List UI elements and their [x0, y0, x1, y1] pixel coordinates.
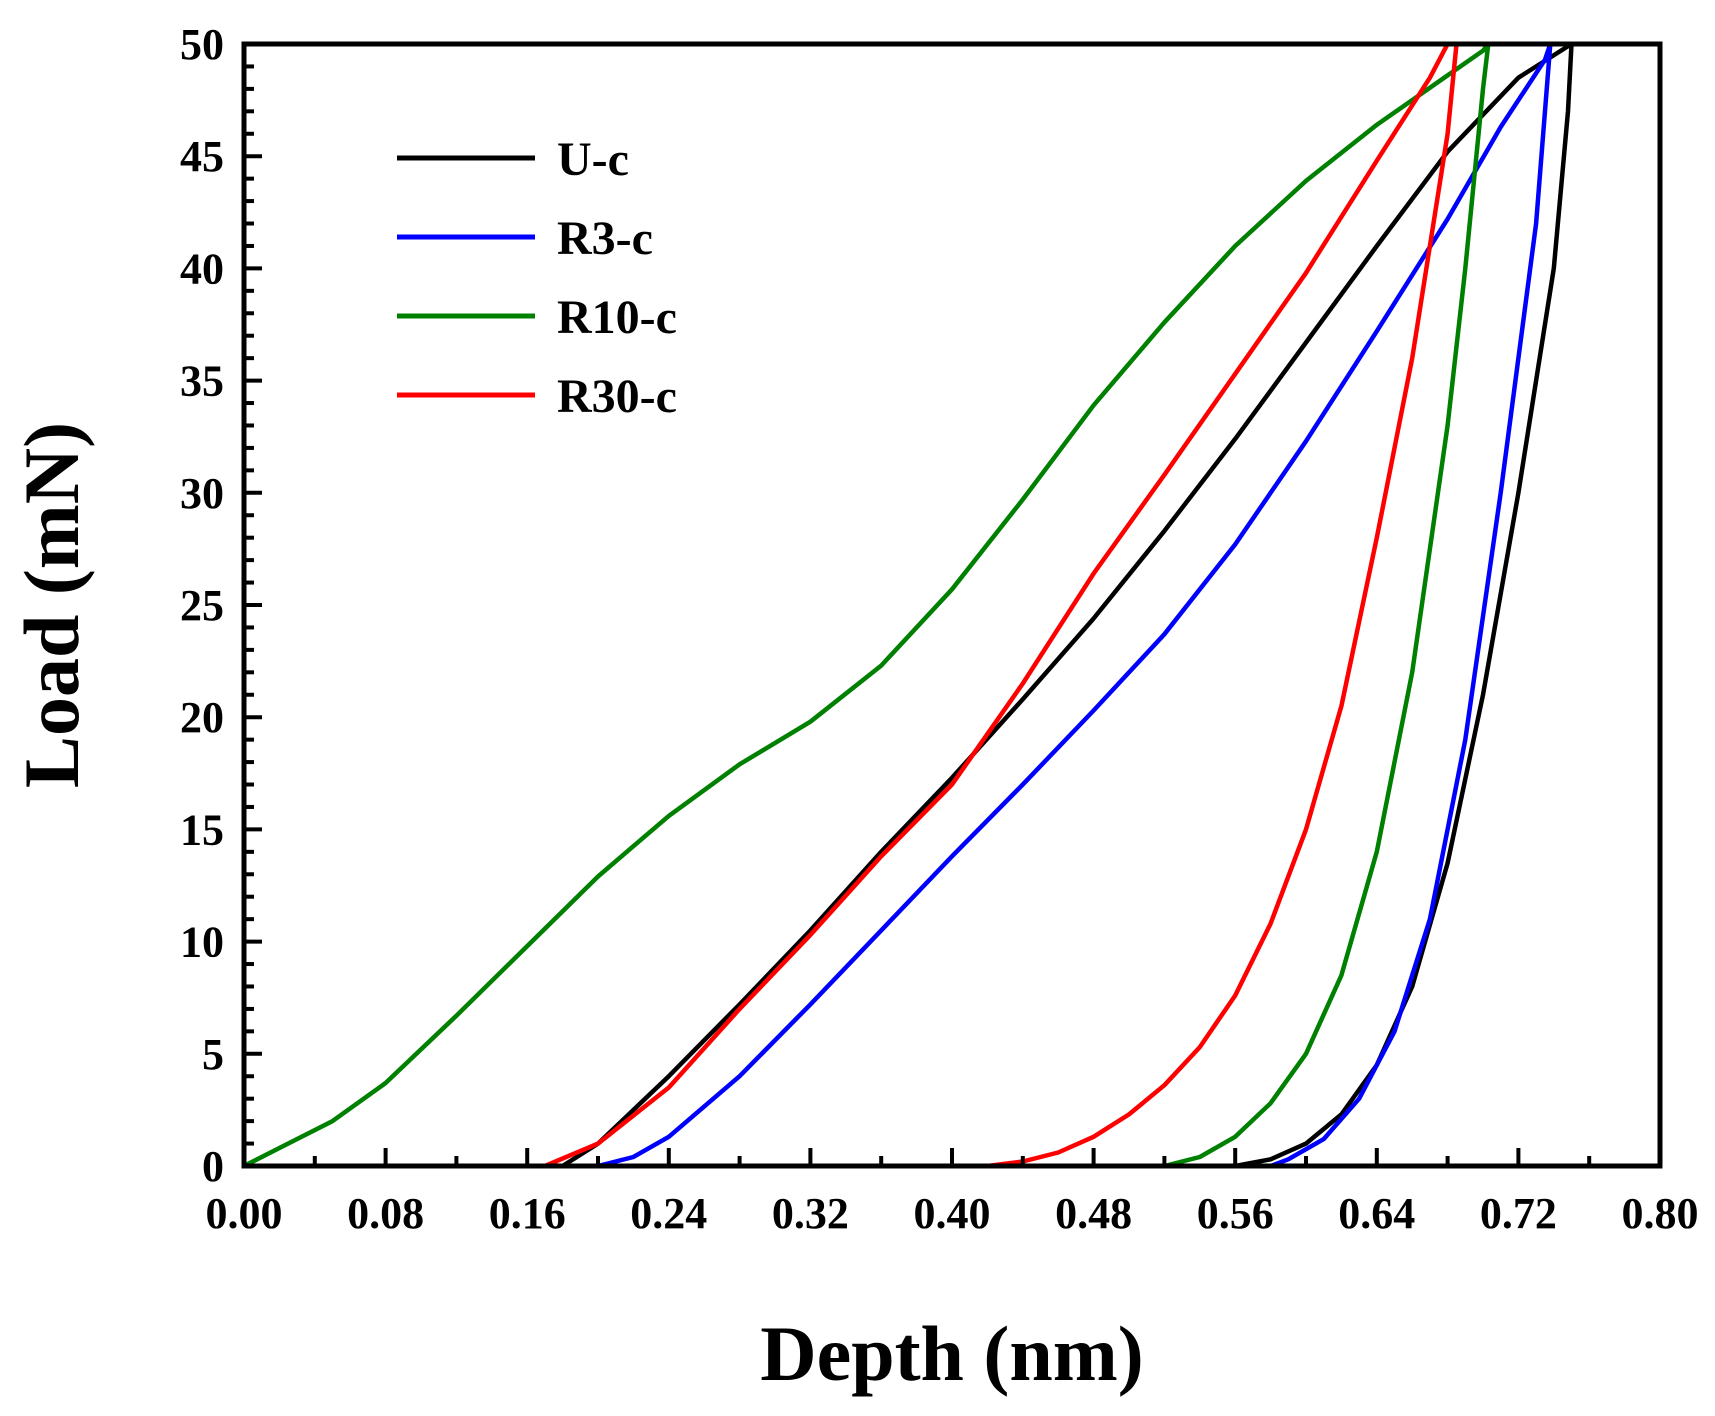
labels-layer: 0.00 0.08 0.16 0.24 0.32 0.40 0.48 0.56 0.64 0.72…	[180, 20, 1699, 1238]
x-tick-label: 0.24	[630, 1189, 707, 1238]
x-tick-label: 0.16	[489, 1189, 566, 1238]
y-tick-label: 30	[180, 469, 224, 518]
series-layer	[241, 41, 1574, 1169]
x-tick-label: 0.64	[1338, 1189, 1415, 1238]
x-tick-label: 0.40	[914, 1189, 991, 1238]
y-tick-label: 50	[180, 20, 224, 69]
plot-frame	[241, 41, 1663, 1169]
x-tick-label: 0.80	[1622, 1189, 1699, 1238]
y-tick-label: 10	[180, 918, 224, 967]
series-line-r10-c	[241, 41, 1491, 1169]
y-axis-title: Load (mN)	[8, 422, 95, 788]
legend-label-u-c: U-c	[557, 133, 629, 186]
x-axis-title: Depth (nm)	[760, 1310, 1144, 1397]
ticks-layer	[242, 42, 1662, 1168]
y-tick-label: 5	[202, 1030, 224, 1079]
x-tick-label: 0.56	[1197, 1189, 1274, 1238]
x-tick-label: 0.48	[1055, 1189, 1132, 1238]
y-tick-label: 15	[180, 805, 224, 854]
y-tick-label: 25	[180, 581, 224, 630]
y-tick-label: 35	[180, 357, 224, 406]
x-tick-label: 0.00	[206, 1189, 283, 1238]
legend-label-r10-c: R10-c	[557, 291, 677, 344]
y-tick-label: 45	[180, 132, 224, 181]
y-tick-label: 40	[180, 244, 224, 293]
x-tick-label: 0.08	[347, 1189, 424, 1238]
y-tick-label: 20	[180, 693, 224, 742]
x-tick-label: 0.32	[772, 1189, 849, 1238]
y-tick-label: 0	[202, 1142, 224, 1191]
x-tick-label: 0.72	[1480, 1189, 1557, 1238]
legend: U-c R3-c R10-c R30-c	[397, 133, 677, 423]
legend-label-r30-c: R30-c	[557, 370, 677, 423]
series-line-r3-c	[241, 41, 1553, 1169]
legend-label-r3-c: R3-c	[557, 212, 653, 265]
series-line-u-c	[241, 41, 1574, 1169]
